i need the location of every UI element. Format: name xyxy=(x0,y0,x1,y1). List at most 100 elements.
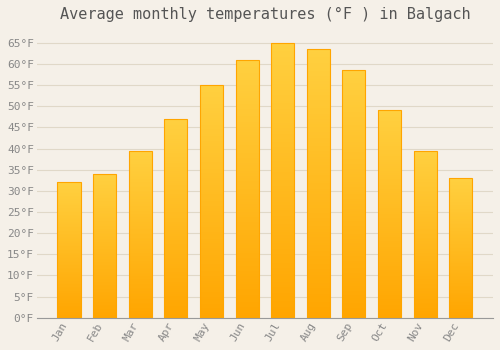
Bar xyxy=(200,308,223,311)
Bar xyxy=(449,213,472,215)
Bar xyxy=(378,235,401,237)
Bar xyxy=(58,266,80,268)
Bar xyxy=(164,264,188,266)
Bar xyxy=(342,196,365,199)
Bar xyxy=(164,292,188,294)
Bar xyxy=(271,299,294,301)
Bar xyxy=(449,234,472,235)
Bar xyxy=(93,214,116,216)
Bar xyxy=(449,302,472,304)
Bar xyxy=(342,303,365,305)
Bar xyxy=(200,85,223,318)
Bar xyxy=(449,196,472,198)
Bar xyxy=(342,216,365,219)
Bar xyxy=(414,228,436,229)
Bar xyxy=(164,250,188,252)
Bar xyxy=(271,122,294,125)
Bar xyxy=(93,303,116,305)
Bar xyxy=(93,174,116,318)
Bar xyxy=(306,199,330,202)
Bar xyxy=(236,147,258,150)
Bar xyxy=(93,221,116,223)
Bar xyxy=(236,65,258,68)
Bar xyxy=(236,228,258,230)
Bar xyxy=(378,305,401,307)
Bar xyxy=(93,270,116,272)
Bar xyxy=(378,154,401,156)
Bar xyxy=(236,88,258,91)
Bar xyxy=(128,234,152,236)
Bar xyxy=(306,162,330,164)
Bar xyxy=(449,220,472,222)
Bar xyxy=(128,161,152,162)
Bar xyxy=(342,169,365,172)
Bar xyxy=(200,90,223,92)
Bar xyxy=(342,92,365,95)
Bar xyxy=(271,70,294,73)
Bar xyxy=(200,106,223,108)
Bar xyxy=(164,310,188,312)
Bar xyxy=(414,286,436,288)
Bar xyxy=(93,246,116,247)
Bar xyxy=(342,298,365,300)
Bar xyxy=(58,237,80,238)
Bar xyxy=(93,175,116,177)
Bar xyxy=(271,112,294,114)
Bar xyxy=(449,251,472,252)
Bar xyxy=(271,301,294,304)
Bar xyxy=(449,248,472,249)
Bar xyxy=(164,145,188,147)
Bar xyxy=(58,314,80,315)
Bar xyxy=(449,284,472,286)
Bar xyxy=(128,308,152,309)
Bar xyxy=(306,251,330,253)
Bar xyxy=(378,233,401,235)
Bar xyxy=(271,235,294,238)
Bar xyxy=(306,234,330,237)
Bar xyxy=(414,244,436,246)
Bar xyxy=(164,163,188,164)
Bar xyxy=(58,284,80,285)
Bar xyxy=(200,118,223,120)
Bar xyxy=(200,176,223,178)
Bar xyxy=(128,150,152,318)
Bar xyxy=(58,315,80,316)
Bar xyxy=(128,162,152,164)
Bar xyxy=(200,253,223,255)
Bar xyxy=(342,75,365,78)
Bar xyxy=(378,125,401,127)
Bar xyxy=(414,196,436,197)
Bar xyxy=(449,295,472,297)
Bar xyxy=(378,183,401,185)
Bar xyxy=(342,140,365,142)
Bar xyxy=(58,250,80,251)
Bar xyxy=(128,197,152,199)
Bar xyxy=(449,237,472,238)
Bar xyxy=(342,164,365,167)
Bar xyxy=(414,269,436,271)
Bar xyxy=(93,213,116,214)
Bar xyxy=(236,140,258,142)
Bar xyxy=(128,238,152,239)
Bar xyxy=(306,95,330,97)
Bar xyxy=(378,218,401,220)
Bar xyxy=(164,187,188,189)
Bar xyxy=(342,293,365,295)
Bar xyxy=(271,136,294,139)
Bar xyxy=(93,260,116,262)
Bar xyxy=(378,173,401,175)
Bar xyxy=(236,302,258,305)
Bar xyxy=(128,171,152,172)
Bar xyxy=(306,229,330,232)
Bar xyxy=(271,92,294,95)
Bar xyxy=(128,193,152,194)
Bar xyxy=(342,172,365,174)
Bar xyxy=(236,106,258,109)
Bar xyxy=(128,232,152,234)
Bar xyxy=(378,295,401,297)
Bar xyxy=(306,156,330,159)
Bar xyxy=(271,51,294,54)
Bar xyxy=(128,299,152,301)
Bar xyxy=(93,283,116,285)
Bar xyxy=(93,288,116,289)
